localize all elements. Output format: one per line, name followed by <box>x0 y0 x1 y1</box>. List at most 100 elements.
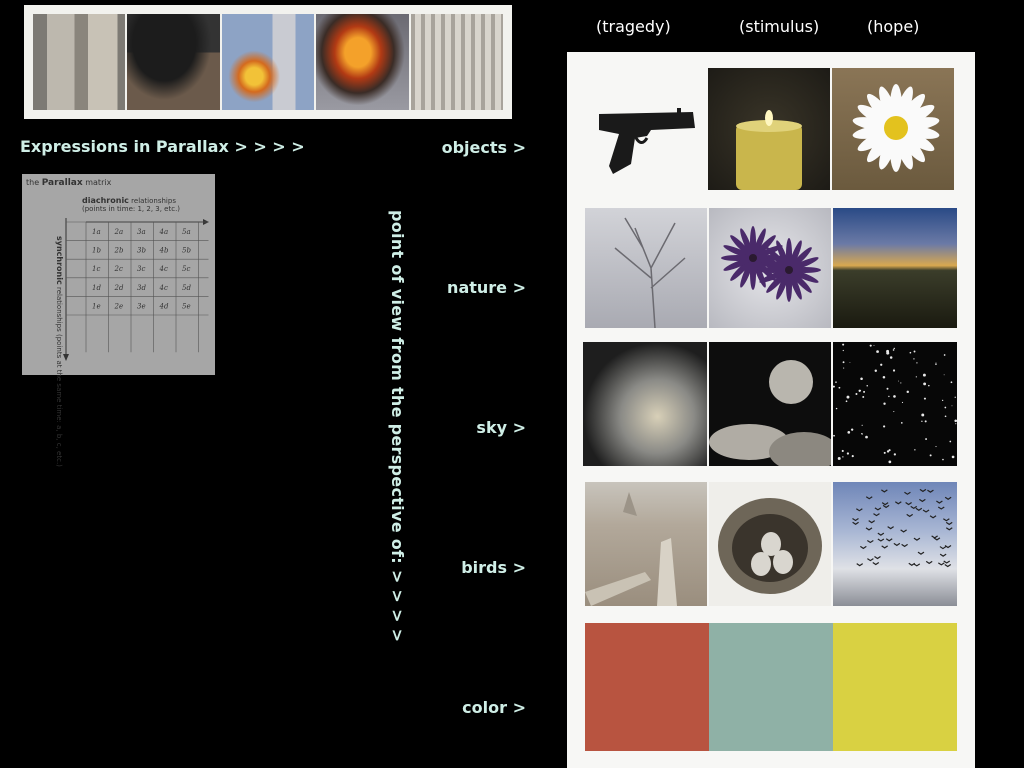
photo-strip <box>24 5 512 119</box>
star <box>935 363 937 365</box>
star <box>942 458 944 461</box>
tile-purple-flower <box>709 208 831 328</box>
star <box>886 450 890 453</box>
purple-flower-icon <box>721 226 821 302</box>
star <box>949 440 952 443</box>
flower-petal <box>723 245 754 259</box>
star <box>924 420 927 423</box>
bird <box>874 507 882 511</box>
tree-icon <box>614 217 686 328</box>
matrix-cell: 4c <box>159 265 168 273</box>
column-header-hope: (hope) <box>867 17 920 36</box>
star <box>851 455 854 458</box>
matrix-cell: 1e <box>92 302 101 310</box>
bird <box>856 508 863 512</box>
star <box>858 389 861 392</box>
bird-flock-icon <box>852 488 953 568</box>
matrix-cell: 4c <box>159 284 168 292</box>
star <box>833 385 835 388</box>
star <box>846 395 850 399</box>
star <box>880 363 883 366</box>
star <box>923 382 927 386</box>
star <box>909 351 912 354</box>
star <box>838 386 841 389</box>
bird <box>901 543 908 548</box>
bird <box>867 558 874 562</box>
flower-petal <box>788 269 812 293</box>
matrix-cell: 2a <box>114 228 124 236</box>
star <box>850 428 854 431</box>
bird <box>936 500 943 504</box>
bird <box>945 521 953 526</box>
star <box>842 456 844 458</box>
star <box>913 358 915 360</box>
star <box>901 401 904 404</box>
star <box>950 381 953 384</box>
bird <box>939 546 947 550</box>
star <box>876 350 879 353</box>
star <box>941 399 944 402</box>
flower-petal <box>788 257 819 271</box>
bird <box>865 496 873 500</box>
bird <box>913 563 921 567</box>
bird <box>867 539 874 544</box>
star <box>929 454 932 457</box>
star <box>893 395 896 398</box>
star <box>935 362 937 364</box>
matrix-cell: 3d <box>137 284 146 292</box>
matrix-cell: 2d <box>114 284 124 292</box>
star <box>916 362 918 364</box>
star <box>915 376 917 378</box>
strip-photo-fire <box>316 14 409 110</box>
bird <box>939 553 947 557</box>
star <box>873 344 875 346</box>
column-header-stimulus: (stimulus) <box>739 17 820 36</box>
star <box>892 349 895 351</box>
bird <box>894 501 902 505</box>
strip-photo-towers <box>33 14 126 110</box>
star <box>886 387 889 390</box>
star <box>865 435 868 439</box>
star <box>882 376 886 379</box>
bird <box>913 537 921 541</box>
flower-center <box>749 254 757 262</box>
bird <box>873 513 880 517</box>
tile-daisy <box>832 68 954 190</box>
matrix-cell: 3a <box>137 228 146 236</box>
diachronic-label: diachronic relationships (points in time… <box>82 196 181 214</box>
bird <box>893 542 901 547</box>
star <box>845 400 848 403</box>
flower-petal <box>759 269 790 283</box>
matrix-cell: 2e <box>114 302 124 310</box>
flower-petal <box>788 240 802 271</box>
bird <box>943 518 950 522</box>
star <box>888 460 892 464</box>
row-label-birds: birds > <box>461 558 526 577</box>
star <box>888 449 891 452</box>
bird <box>872 562 880 566</box>
flower-petal <box>788 269 819 283</box>
star <box>951 405 953 407</box>
strip-photo-smoke <box>127 14 220 110</box>
bird <box>945 527 953 531</box>
star <box>935 446 937 448</box>
star <box>842 349 844 352</box>
star <box>900 382 902 384</box>
bird <box>852 521 859 525</box>
flower-petal <box>788 247 812 271</box>
matrix-title: the Parallax matrix <box>26 178 112 188</box>
star <box>923 397 926 400</box>
star <box>861 424 863 426</box>
moon-icon <box>709 360 831 466</box>
star <box>921 420 923 422</box>
star <box>874 369 877 372</box>
star <box>842 343 845 346</box>
star <box>955 423 957 425</box>
star <box>914 449 916 451</box>
color-swatch-stimulus <box>709 623 833 751</box>
bird <box>904 491 911 495</box>
star <box>898 380 899 382</box>
row-label-objects: objects > <box>441 138 526 157</box>
tile-frost-tree <box>585 208 707 328</box>
bird <box>931 535 938 539</box>
